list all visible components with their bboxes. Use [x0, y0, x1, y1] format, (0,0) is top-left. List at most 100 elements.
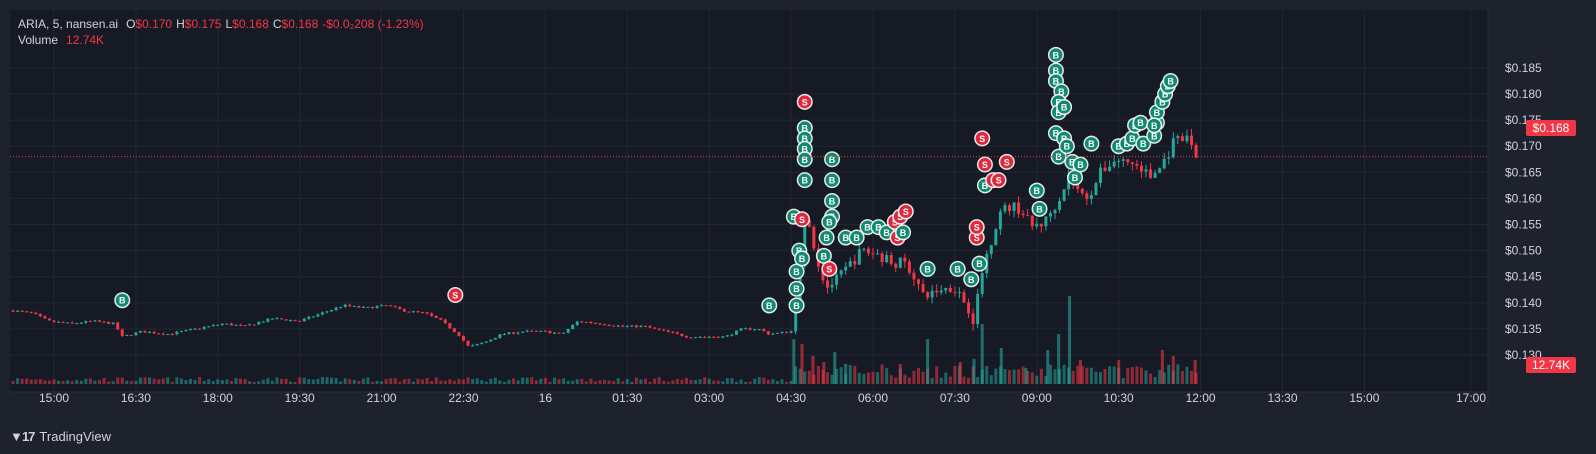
candle-body [1094, 183, 1098, 196]
marker-dot [850, 231, 864, 245]
volume-bar [220, 380, 224, 384]
candle-body [316, 314, 320, 317]
volume-bar [811, 356, 815, 384]
volume-bar [293, 381, 297, 384]
volume-bar [102, 377, 106, 384]
volume-bar [1030, 372, 1034, 384]
volume-bar [944, 372, 948, 384]
sell-marker: S [897, 203, 914, 220]
candle-body [735, 330, 738, 335]
candle-body [657, 328, 661, 330]
candle-body [1017, 202, 1021, 214]
candle-body [25, 311, 29, 313]
last-volume-badge: 12.74K [1526, 357, 1576, 373]
volume-bar [225, 379, 229, 384]
volume-bar [948, 376, 952, 384]
candle-body [43, 316, 47, 319]
volume-bar [775, 381, 779, 384]
candle-body [1112, 161, 1116, 167]
volume-bar [47, 380, 51, 384]
volume-bar [534, 380, 538, 384]
candle-body [648, 326, 652, 328]
buy-marker: B [788, 297, 805, 314]
volume-bar [111, 381, 115, 384]
candle-body [807, 219, 811, 227]
volume-bar [79, 380, 83, 384]
volume-bar [639, 379, 643, 384]
candle-body [530, 330, 534, 332]
volume-bar [198, 377, 202, 384]
tradingview-logo[interactable]: ▼ 17 TradingView [10, 429, 111, 444]
volume-bar [229, 380, 233, 384]
volume-bar [334, 378, 338, 384]
candle-body [243, 325, 247, 327]
candle-body [471, 345, 475, 347]
volume-bar [926, 339, 930, 384]
sell-marker: S [821, 260, 838, 277]
volume-bar [853, 365, 857, 384]
marker-label: B [1088, 139, 1095, 149]
candle-body [1144, 169, 1148, 172]
candle-body [562, 332, 566, 334]
last-price-badge: $0.168 [1526, 120, 1576, 136]
marker-label: S [982, 160, 988, 170]
volume-bar [448, 379, 452, 384]
branding-text: TradingView [39, 429, 111, 444]
marker-dot [1052, 150, 1066, 164]
volume-bar [735, 381, 738, 384]
volume-bar [507, 379, 511, 384]
candle-body [621, 325, 625, 327]
candle-body [330, 309, 334, 312]
candle-body [757, 329, 761, 331]
candle-body [98, 320, 101, 322]
sell-marker: S [794, 211, 811, 228]
x-tick-label: 18:00 [203, 391, 233, 405]
volume-bar [543, 377, 547, 384]
candle-body [616, 325, 620, 327]
candle-body [539, 330, 543, 332]
candle-body [771, 333, 775, 335]
candle-body [694, 337, 698, 339]
candle-body [29, 311, 33, 313]
marker-label: B [802, 134, 809, 144]
candle-body [416, 311, 420, 313]
volume-bar [512, 378, 516, 384]
buy-marker: B [821, 213, 838, 230]
volume-bar [771, 379, 775, 384]
volume-bar [1112, 366, 1116, 384]
sell-marker: S [998, 153, 1015, 170]
tradingview-icon: ▼ 17 [10, 429, 35, 444]
volume-bar [1044, 376, 1048, 384]
candle-body [684, 336, 688, 338]
volume-bar [1046, 350, 1050, 384]
candle-body [716, 336, 720, 338]
candle-body [953, 291, 957, 293]
candle-body [1089, 195, 1093, 200]
candle-body [311, 316, 315, 318]
volume-bar [807, 370, 811, 384]
x-tick-label: 16:30 [121, 391, 151, 405]
candle-body [202, 327, 206, 329]
marker-label: S [996, 176, 1002, 186]
candle-body [430, 313, 434, 316]
candle-body [184, 330, 188, 332]
candle-body [11, 310, 15, 312]
candle-body [871, 253, 875, 255]
marker-label: B [826, 217, 833, 227]
x-tick-label: 06:00 [858, 391, 888, 405]
volume-bar [816, 365, 820, 384]
candle-body [261, 321, 265, 323]
candle-body [70, 322, 74, 324]
volume-bar [70, 381, 74, 384]
marker-label: B [802, 144, 809, 154]
marker-label: B [1159, 97, 1166, 107]
marker-dot [1060, 139, 1074, 153]
candle-body [1048, 213, 1052, 217]
volume-bar [753, 378, 757, 384]
volume-bar [935, 366, 939, 384]
volume-bar [1126, 367, 1130, 384]
close-label: C [272, 17, 282, 31]
buy-marker: B [114, 292, 131, 309]
symbol-label[interactable]: ARIA, 5, nansen.ai [18, 17, 119, 31]
